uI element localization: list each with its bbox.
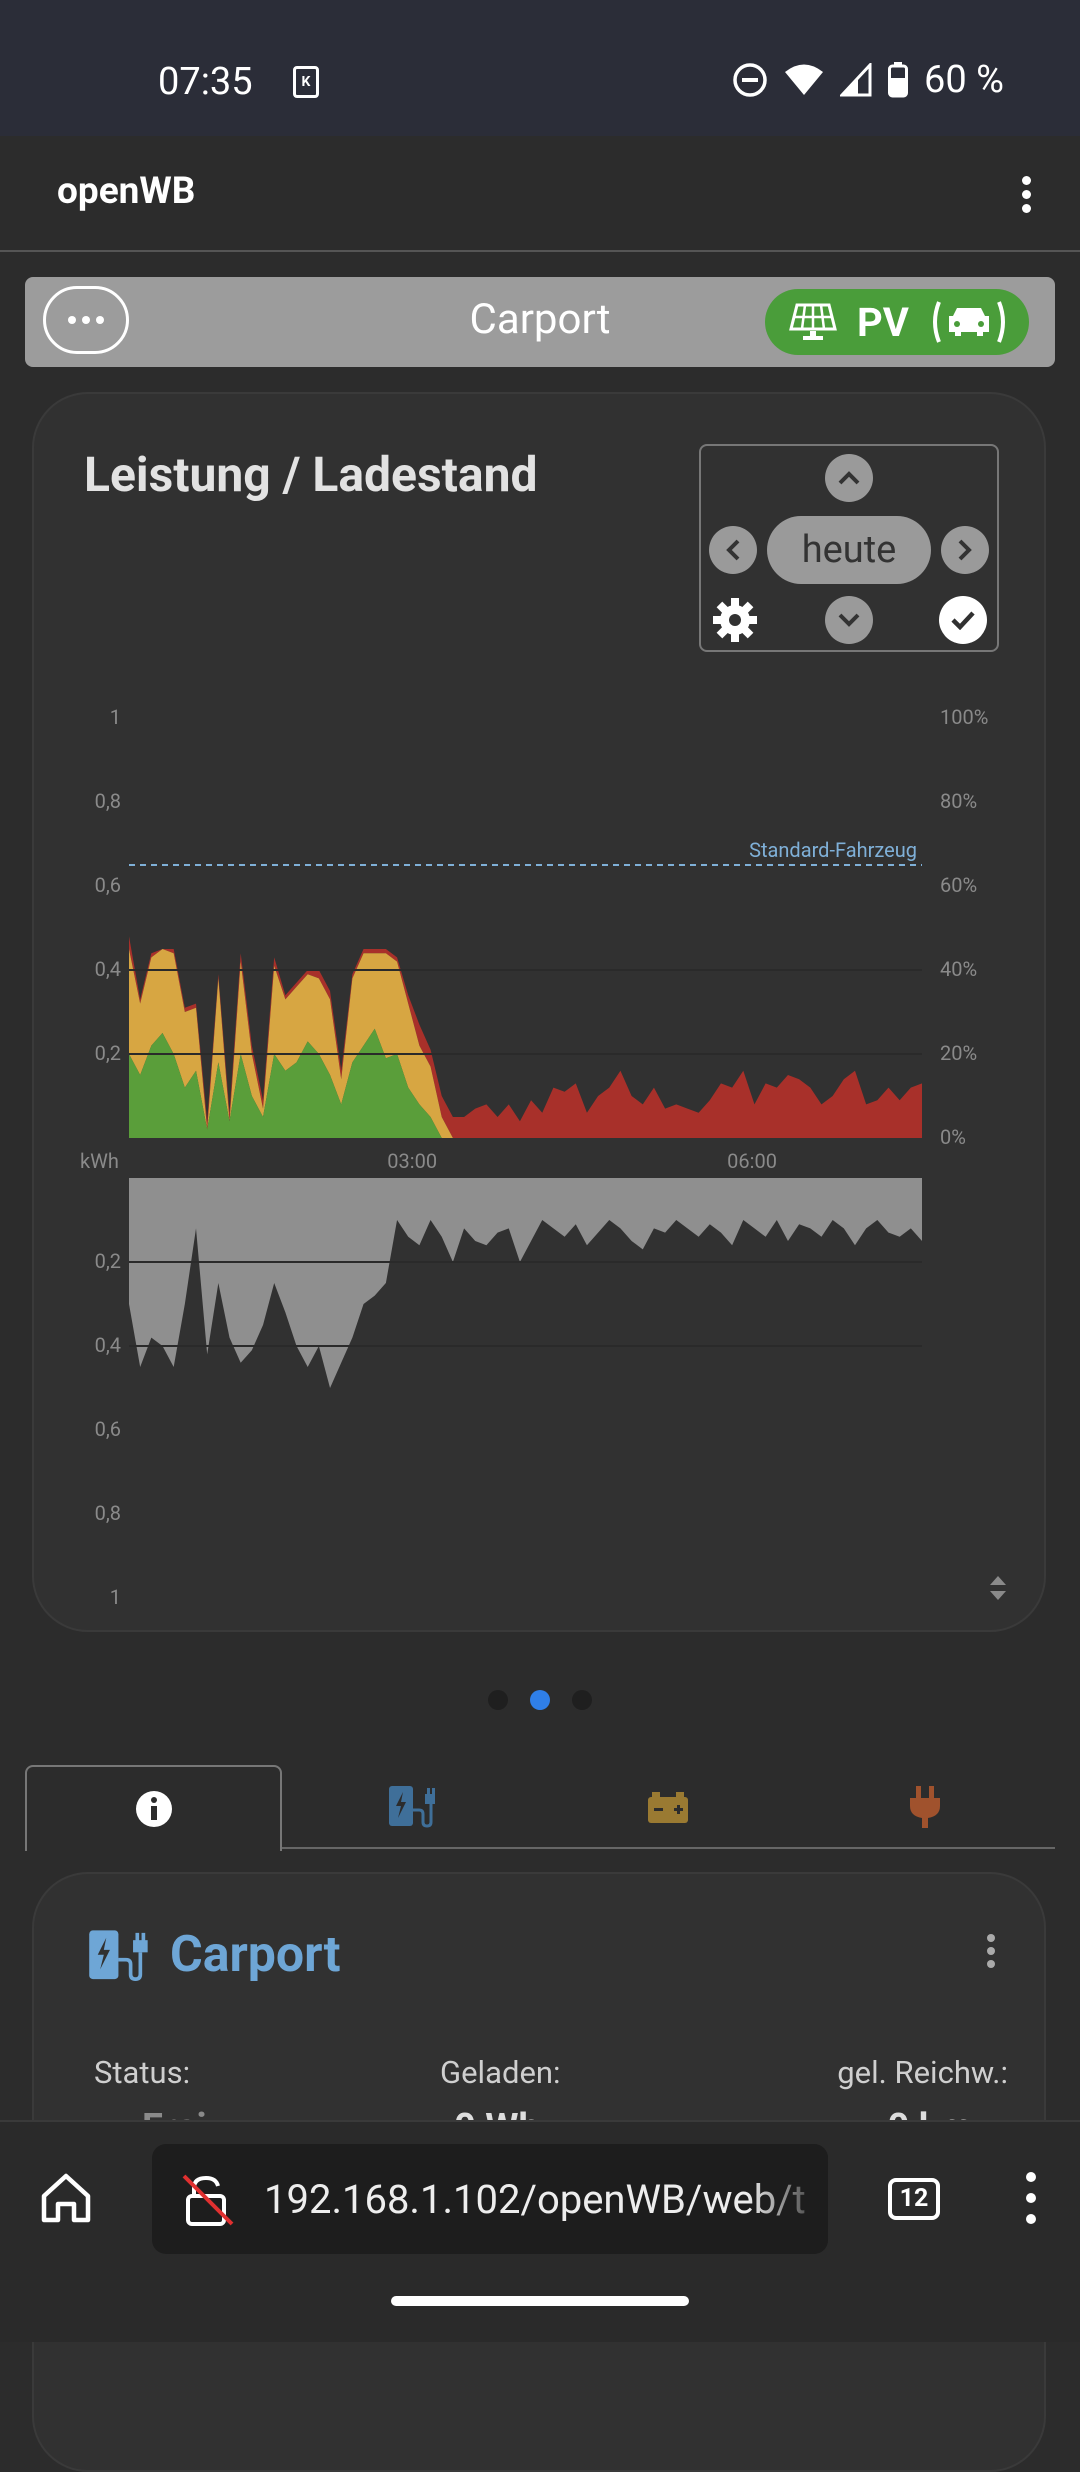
date-navigator: heute — [699, 444, 999, 652]
battery-power-area — [129, 949, 922, 1138]
tab-info[interactable] — [25, 1765, 282, 1851]
browser-toolbar: 192.168.1.102/openWB/web/t 12 — [0, 2120, 1080, 2342]
y-tick-label: 0,2 — [95, 1249, 121, 1273]
url-text: 192.168.1.102/openWB/web/t — [264, 2176, 806, 2223]
previous-day-button[interactable] — [709, 526, 757, 574]
power-soc-chart-card: Leistung / Ladestand heute — [32, 392, 1046, 1632]
pv-power-area — [129, 1028, 922, 1138]
carousel-pagination — [0, 1690, 1080, 1710]
range-label: gel. Reichw.: — [837, 2054, 1008, 2091]
system-status-bar: 07:35 K 60 % — [0, 0, 1080, 136]
page-dot-2[interactable] — [530, 1690, 550, 1710]
info-circle-icon — [135, 1791, 172, 1827]
chargepoint-header: Carport PV — [25, 277, 1055, 367]
chevron-up-icon — [838, 471, 860, 485]
do-not-disturb-icon — [733, 63, 767, 97]
app-title: openWB — [57, 170, 196, 213]
charge-mode-label: PV — [857, 298, 909, 346]
next-day-button[interactable] — [941, 526, 989, 574]
y-tick-label: 1 — [110, 1585, 121, 1609]
charging-station-icon — [388, 1786, 435, 1828]
chevron-left-icon — [726, 539, 740, 561]
tab-battery[interactable] — [539, 1765, 796, 1849]
clock: 07:35 — [158, 60, 253, 104]
wifi-icon — [785, 64, 824, 95]
charge-mode-badge[interactable]: PV — [765, 289, 1029, 355]
detail-tabs — [25, 1765, 1055, 1851]
y-tick-label: 0,4 — [95, 1333, 121, 1357]
solar-panel-icon — [789, 303, 837, 340]
chargepoint-card-menu-button[interactable] — [986, 1934, 996, 1968]
battery-percent: 60 % — [924, 58, 1004, 102]
y-unit-label: kWh — [80, 1149, 119, 1173]
app-notification-icon: K — [293, 66, 319, 98]
check-icon — [951, 611, 975, 630]
y-tick-label: 0,2 — [95, 1041, 121, 1065]
chart-card-title: Leistung / Ladestand — [84, 446, 538, 503]
charged-label: Geladen: — [440, 2054, 561, 2091]
x-tick-label: 06:00 — [727, 1149, 777, 1173]
gear-icon[interactable] — [711, 596, 759, 644]
x-tick-label: 03:00 — [387, 1149, 437, 1173]
chargepoint-name: Carport — [469, 295, 611, 344]
chevron-up-button[interactable] — [825, 454, 873, 502]
plug-icon — [909, 1786, 940, 1828]
cell-signal-icon — [840, 63, 872, 97]
status-label: Status: — [94, 2054, 191, 2091]
soc-tick-label: 80% — [940, 789, 977, 813]
confirm-button[interactable] — [939, 596, 987, 644]
y-tick-label: 0,6 — [95, 1417, 121, 1441]
insecure-lock-icon — [182, 2174, 234, 2226]
y-tick-label: 0,8 — [95, 1501, 121, 1525]
y-tick-label: 0,8 — [95, 789, 121, 813]
chargepoint-card-title: Carport — [170, 1926, 341, 1984]
chevron-down-button[interactable] — [825, 596, 873, 644]
app-header: openWB — [0, 136, 1080, 252]
y-tick-label: 0,4 — [95, 957, 121, 981]
date-label[interactable]: heute — [767, 516, 931, 584]
tab-switcher-button[interactable]: 12 — [888, 2178, 940, 2220]
chevron-right-icon — [958, 539, 972, 561]
car-battery-icon — [647, 1792, 688, 1823]
app-menu-button[interactable] — [1020, 176, 1032, 213]
power-soc-chart: 1 0,8 0,6 0,4 0,2 0,2 0,4 0,6 0,8 1 100% 80% 60% 40% 2… — [80, 705, 988, 1609]
soc-tick-label: 60% — [940, 873, 977, 897]
chevron-down-icon — [838, 613, 860, 627]
chargepoint-options-button[interactable] — [43, 286, 129, 354]
gesture-nav-handle[interactable] — [391, 2296, 689, 2306]
soc-tick-label: 40% — [940, 957, 977, 981]
consumption-area — [129, 1178, 922, 1388]
browser-menu-button[interactable] — [1026, 2172, 1036, 2228]
y-tick-label: 0,6 — [95, 873, 121, 897]
battery-icon — [888, 62, 909, 98]
soc-tick-label: 20% — [940, 1041, 977, 1065]
page-dot-3[interactable] — [572, 1690, 592, 1710]
page-dot-1[interactable] — [488, 1690, 508, 1710]
sort-toggle-icon[interactable] — [987, 1574, 1009, 1602]
soc-tick-label: 0% — [940, 1125, 966, 1149]
vehicle-icon — [932, 301, 1005, 343]
tab-chargepoint[interactable] — [282, 1765, 539, 1849]
y-tick-label: 1 — [110, 705, 121, 729]
home-icon[interactable] — [38, 2170, 94, 2226]
grid-power-area — [129, 936, 922, 1138]
more-vert-icon — [1021, 176, 1031, 185]
address-bar[interactable]: 192.168.1.102/openWB/web/t — [152, 2144, 828, 2254]
reference-line-label: Standard-Fahrzeug — [749, 838, 917, 862]
soc-tick-label: 100% — [940, 705, 988, 729]
charging-station-icon — [89, 1930, 148, 1981]
tab-devices[interactable] — [796, 1765, 1053, 1849]
